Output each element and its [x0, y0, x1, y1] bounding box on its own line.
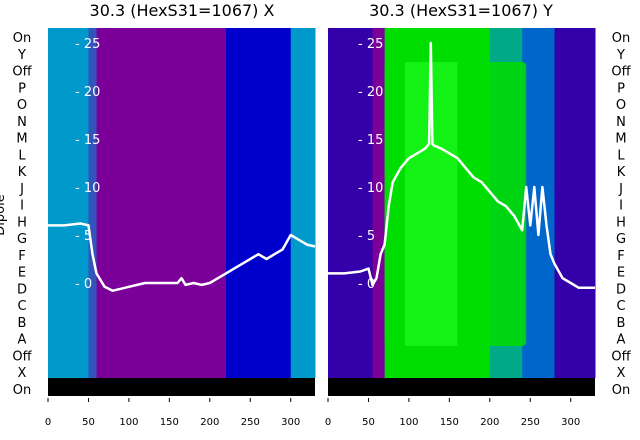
y-axis-label: Dipole [0, 194, 8, 235]
y-tick-label: - 0 [75, 277, 92, 292]
row-label: F [617, 249, 624, 264]
row-label: A [617, 333, 626, 348]
black-floor [328, 378, 595, 396]
y-tick-label: - 10 [358, 181, 383, 196]
row-label: Y [616, 48, 625, 63]
series-line [48, 222, 316, 292]
row-label: I [20, 199, 24, 214]
row-label: C [17, 299, 26, 314]
heatmap-bands [328, 28, 596, 378]
x-tick-label: 250 [241, 417, 260, 428]
y-tick-label: - 5 [75, 229, 92, 244]
heatmap-band [96, 28, 227, 378]
x-tick-label: 200 [480, 417, 499, 428]
row-label: P [617, 81, 625, 96]
trace-line [48, 222, 316, 292]
row-label: D [17, 282, 27, 297]
row-label: M [615, 132, 626, 147]
row-label: J [618, 182, 623, 197]
row-label: On [612, 383, 630, 398]
heatmap-band [226, 28, 292, 378]
row-label: G [17, 232, 27, 247]
row-label: P [18, 81, 26, 96]
y-tick-labels: - 0 - 5 - 10 - 15 - 20 - 25 [75, 37, 100, 292]
row-label: Off [611, 349, 631, 364]
y-tick-label: - 15 [358, 133, 383, 148]
heatmap-band [554, 28, 596, 378]
y-tick-label: - 25 [358, 37, 383, 52]
x-tick-label: 250 [521, 417, 540, 428]
heatmap-floor [48, 378, 315, 396]
panel-y: 30.3 (HexS31=1067) Y - 0- 5- 10- 15- 20-… [325, 1, 632, 428]
row-label: H [616, 215, 626, 230]
row-label: X [617, 366, 626, 381]
row-label: Y [17, 48, 26, 63]
x-tick-label: 150 [440, 417, 459, 428]
x-tick-label: 100 [119, 417, 138, 428]
row-label: F [18, 249, 25, 264]
panel-x: 30.3 (HexS31=1067) X Dipole - 0- 5- 10- … [0, 1, 316, 428]
row-label: Off [12, 349, 32, 364]
x-tick-label: 0 [325, 417, 331, 428]
black-floor [48, 378, 315, 396]
row-label: N [17, 115, 27, 130]
row-label: L [18, 148, 26, 163]
row-label: E [18, 266, 26, 281]
y-tick-label: - 25 [75, 37, 100, 52]
row-label: K [18, 165, 27, 180]
x-tick-label: 50 [362, 417, 375, 428]
y-tick-label: - 20 [358, 85, 383, 100]
row-label: L [617, 148, 625, 163]
row-label: K [617, 165, 626, 180]
x-tick-labels: 0 50 100 150 200 250 300 [45, 398, 300, 428]
heatmap-band [48, 28, 89, 378]
row-label: On [13, 31, 31, 46]
row-label: Off [12, 65, 32, 80]
row-label: B [18, 316, 27, 331]
row-label: On [13, 383, 31, 398]
heatmap-band [372, 28, 386, 378]
x-tick-labels: 0 50 100 150 200 250 300 [325, 398, 580, 428]
trace-line [328, 41, 595, 290]
row-label: O [616, 98, 626, 113]
x-tick-label: 300 [281, 417, 300, 428]
row-label: O [17, 98, 27, 113]
row-label: J [19, 182, 24, 197]
row-label: A [18, 333, 27, 348]
x-tick-label: 50 [82, 417, 95, 428]
row-label: X [18, 366, 27, 381]
row-label: M [16, 132, 27, 147]
row-label: Off [611, 65, 631, 80]
row-label: B [617, 316, 626, 331]
series-line [328, 41, 595, 290]
x-tick-label: 100 [399, 417, 418, 428]
y-tick-label: - 5 [358, 229, 375, 244]
x-tick-label: 200 [200, 417, 219, 428]
y-tick-label: - 15 [75, 133, 100, 148]
row-label: C [616, 299, 625, 314]
row-label: H [17, 215, 27, 230]
row-label: On [612, 31, 630, 46]
chart-title-x: 30.3 (HexS31=1067) X [90, 1, 275, 20]
heatmap-band [290, 28, 316, 378]
row-label: D [616, 282, 626, 297]
heatmap-band [328, 28, 373, 378]
heatmap-bands [48, 28, 316, 378]
row-label: I [619, 199, 623, 214]
row-label: E [617, 266, 625, 281]
x-tick-label: 0 [45, 417, 51, 428]
heatmap-band [88, 28, 98, 378]
heatmap-floor [328, 378, 595, 396]
row-label: G [616, 232, 626, 247]
x-tick-label: 300 [561, 417, 580, 428]
chart-title-y: 30.3 (HexS31=1067) Y [369, 1, 553, 20]
y-tick-label: - 20 [75, 85, 100, 100]
row-label: N [616, 115, 626, 130]
y-tick-label: - 10 [75, 181, 100, 196]
x-tick-label: 150 [160, 417, 179, 428]
